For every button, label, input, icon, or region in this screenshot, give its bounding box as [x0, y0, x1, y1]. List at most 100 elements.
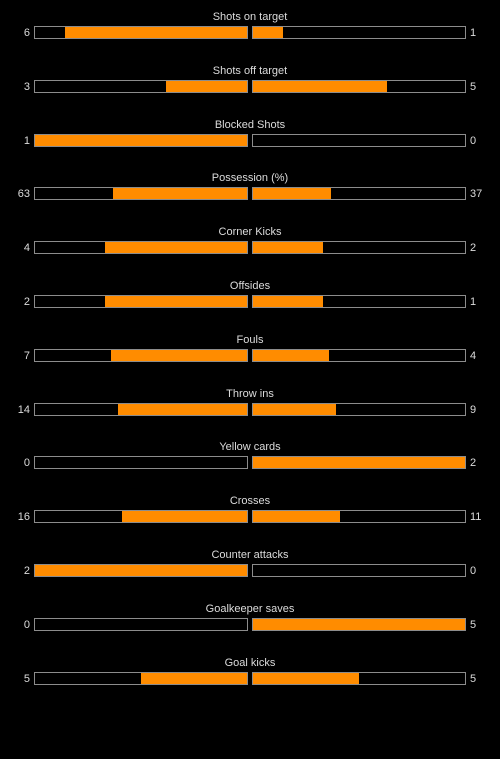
- stat-row-blocked-shots: Blocked Shots 1 0: [0, 118, 500, 172]
- away-bar: [252, 671, 466, 685]
- home-bar-fill: [64, 27, 247, 38]
- stat-label: Crosses: [229, 495, 271, 508]
- away-bar: [252, 563, 466, 577]
- stat-label: Possession (%): [211, 172, 289, 185]
- home-bar-fill: [35, 134, 247, 146]
- away-bar-fill: [253, 80, 387, 92]
- home-bar: [34, 671, 248, 685]
- stat-label: Counter attacks: [211, 548, 289, 561]
- home-bar-fill: [104, 242, 247, 254]
- away-bar-fill: [253, 511, 340, 523]
- home-value: 4: [23, 242, 30, 255]
- stat-row-possession: Possession (%) 63 37: [0, 171, 500, 225]
- away-value: 9: [470, 403, 477, 416]
- stat-label: Goalkeeper saves: [205, 602, 295, 615]
- home-bar: [34, 241, 248, 255]
- home-value: 14: [17, 403, 30, 416]
- away-bar: [252, 294, 466, 308]
- home-bar: [34, 456, 248, 470]
- stat-row-shots-on-target: Shots on target 6 1: [0, 10, 500, 64]
- away-bar-fill: [253, 242, 323, 254]
- home-value: 1: [23, 134, 30, 147]
- home-bar: [34, 187, 248, 201]
- away-bar: [252, 348, 466, 362]
- away-value: 2: [470, 242, 477, 255]
- away-bar: [252, 133, 466, 147]
- stat-row-throw-ins: Throw ins 14 9: [0, 387, 500, 441]
- home-value: 0: [23, 618, 30, 631]
- away-value: 4: [470, 349, 477, 362]
- away-value: 1: [470, 27, 477, 39]
- home-value: 0: [23, 457, 30, 470]
- home-bar-fill: [121, 511, 247, 523]
- stat-label: Shots on target: [212, 11, 288, 23]
- home-value: 63: [17, 188, 30, 201]
- home-value: 7: [23, 349, 30, 362]
- away-bar-fill: [253, 618, 465, 630]
- away-bar-fill: [253, 457, 465, 469]
- away-bar: [252, 617, 466, 631]
- away-value: 2: [470, 457, 477, 470]
- stat-row-goalkeeper-saves: Goalkeeper saves 0 5: [0, 602, 500, 656]
- away-bar: [252, 187, 466, 201]
- stat-row-goal-kicks: Goal kicks 5 5: [0, 656, 500, 710]
- home-value: 5: [23, 672, 30, 685]
- match-stats-list: Shots on target 6 1 Shots off target 3 5…: [0, 10, 500, 709]
- stat-row-shots-off-target: Shots off target 3 5: [0, 64, 500, 118]
- home-value: 6: [23, 27, 30, 39]
- home-bar: [34, 26, 248, 39]
- stat-label: Throw ins: [226, 387, 274, 400]
- stat-label: Yellow cards: [219, 441, 281, 454]
- away-bar-fill: [253, 403, 336, 415]
- away-value: 0: [470, 134, 477, 147]
- away-value: 5: [470, 618, 477, 631]
- home-bar: [34, 510, 248, 524]
- home-bar-fill: [141, 672, 247, 684]
- home-value: 2: [23, 564, 30, 577]
- stat-row-yellow-cards: Yellow cards 0 2: [0, 440, 500, 494]
- stat-row-fouls: Fouls 7 4: [0, 333, 500, 387]
- away-value: 37: [470, 188, 483, 201]
- home-value: 3: [23, 80, 30, 93]
- home-bar: [34, 348, 248, 362]
- home-bar: [34, 563, 248, 577]
- home-bar-fill: [113, 188, 247, 200]
- stat-label: Blocked Shots: [214, 118, 286, 131]
- stat-row-offsides: Offsides 2 1: [0, 279, 500, 333]
- home-bar-fill: [117, 403, 247, 415]
- away-bar-fill: [253, 188, 332, 200]
- stat-label: Corner Kicks: [218, 226, 282, 239]
- away-bar: [252, 510, 466, 524]
- home-value: 2: [23, 295, 30, 308]
- home-bar: [34, 402, 248, 416]
- stat-label: Goal kicks: [224, 656, 276, 669]
- away-value: 5: [470, 80, 477, 93]
- home-bar-fill: [35, 564, 247, 576]
- away-bar-fill: [253, 27, 283, 38]
- home-bar-fill: [104, 295, 247, 307]
- away-bar: [252, 402, 466, 416]
- home-bar: [34, 617, 248, 631]
- home-bar: [34, 294, 248, 308]
- away-value: 1: [470, 295, 477, 308]
- away-bar-fill: [253, 295, 323, 307]
- stat-row-counter-attacks: Counter attacks 2 0: [0, 548, 500, 602]
- stat-label: Fouls: [236, 333, 264, 346]
- home-value: 16: [17, 511, 30, 524]
- stat-label: Offsides: [229, 279, 271, 292]
- away-bar: [252, 241, 466, 255]
- away-bar-fill: [253, 349, 330, 361]
- home-bar: [34, 133, 248, 147]
- away-value: 5: [470, 672, 477, 685]
- home-bar: [34, 79, 248, 93]
- away-bar: [252, 26, 466, 39]
- stat-row-corner-kicks: Corner Kicks 4 2: [0, 225, 500, 279]
- away-bar: [252, 79, 466, 93]
- stat-row-crosses: Crosses 16 11: [0, 494, 500, 548]
- away-bar-fill: [253, 672, 359, 684]
- home-bar-fill: [111, 349, 247, 361]
- stat-label: Shots off target: [212, 64, 288, 77]
- away-value: 0: [470, 564, 477, 577]
- home-bar-fill: [166, 80, 247, 92]
- away-bar: [252, 456, 466, 470]
